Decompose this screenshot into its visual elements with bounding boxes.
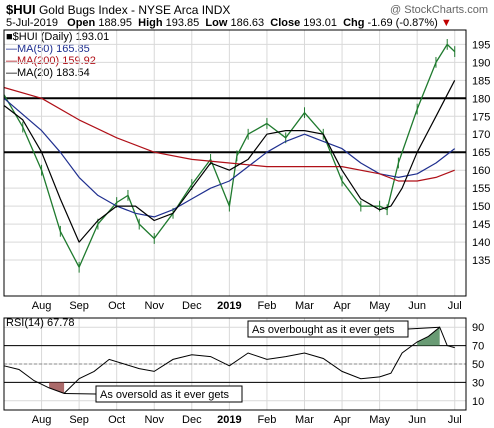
x-tick-label: Aug bbox=[32, 300, 52, 312]
index-name: Gold Bugs Index - NYSE Arca INDX bbox=[38, 3, 231, 17]
y-tick-label: 195 bbox=[472, 39, 490, 51]
x-tick-label: May bbox=[369, 414, 390, 426]
low-value: 186.63 bbox=[230, 17, 265, 29]
x-tick-label: Jun bbox=[408, 414, 426, 426]
symbol: $HUI bbox=[6, 2, 36, 17]
y-tick-label: 175 bbox=[472, 111, 490, 123]
rsi-frame bbox=[3, 317, 467, 411]
x-tick-label: 2019 bbox=[217, 414, 241, 426]
price-axis: 135 140 145 150 155 160 165 170 175 180 185 190 195 A… bbox=[32, 39, 491, 312]
close-value: 193.01 bbox=[303, 17, 337, 29]
legend-ma50: —MA(50) 165.85 bbox=[6, 43, 90, 55]
y-tick-label: 90 bbox=[472, 322, 484, 334]
rsi-series bbox=[3, 326, 466, 394]
y-tick-label: 190 bbox=[472, 57, 490, 69]
rsi-annotations: As overbought as it ever gets As oversold… bbox=[64, 320, 440, 403]
x-tick-label: Nov bbox=[144, 414, 164, 426]
x-tick-label: Jul bbox=[448, 414, 462, 426]
rsi-axis: 10 30 50 70 90 Aug Sep Oct Nov Dec 2019 Feb Mar Apr Ma… bbox=[32, 322, 484, 426]
y-tick-label: 160 bbox=[472, 165, 490, 177]
x-tick-label: Oct bbox=[108, 414, 125, 426]
y-tick-label: 140 bbox=[472, 237, 490, 249]
y-tick-label: 10 bbox=[472, 396, 484, 408]
price-grid bbox=[4, 30, 466, 296]
annotation-text: As overbought as it ever gets bbox=[252, 324, 395, 336]
price-series bbox=[3, 38, 466, 273]
quote-line: 5-Jul-2019 Open 188.95 High 193.85 Low 1… bbox=[6, 17, 452, 29]
x-tick-label: Nov bbox=[144, 300, 164, 312]
x-tick-label: 2019 bbox=[217, 300, 241, 312]
x-tick-label: Sep bbox=[69, 414, 89, 426]
y-tick-label: 145 bbox=[472, 219, 490, 231]
x-tick-label: Feb bbox=[257, 414, 276, 426]
x-tick-label: Aug bbox=[32, 414, 52, 426]
annotation-pointer bbox=[407, 326, 440, 330]
y-tick-label: 30 bbox=[472, 377, 484, 389]
x-tick-label: May bbox=[369, 300, 390, 312]
chart-title: $HUI Gold Bugs Index - NYSE Arca INDX bbox=[6, 2, 230, 17]
legend-ma200: —MA(200) 159.92 bbox=[6, 55, 96, 67]
close-label: Close bbox=[270, 17, 301, 29]
chg-value: -1.69 (-0.87%) bbox=[367, 17, 438, 29]
x-tick-label: Apr bbox=[333, 300, 350, 312]
annotation-text: As oversold as it ever gets bbox=[100, 389, 230, 401]
y-tick-label: 70 bbox=[472, 341, 484, 353]
price-frame bbox=[3, 29, 467, 297]
x-tick-label: Dec bbox=[182, 300, 202, 312]
low-label: Low bbox=[205, 17, 228, 29]
y-tick-label: 155 bbox=[472, 183, 490, 195]
y-tick-label: 170 bbox=[472, 129, 490, 141]
annotation-pointer bbox=[64, 392, 97, 395]
y-tick-label: 50 bbox=[472, 359, 484, 371]
quote-date: 5-Jul-2019 bbox=[6, 17, 58, 29]
high-value: 193.85 bbox=[165, 17, 200, 29]
y-tick-label: 165 bbox=[472, 147, 490, 159]
high-label: High bbox=[138, 17, 163, 29]
chg-label: Chg bbox=[343, 17, 365, 29]
rsi-oversold-fill bbox=[49, 382, 65, 394]
down-arrow-icon: ▼ bbox=[440, 17, 452, 29]
ma20-line bbox=[3, 80, 456, 243]
rsi-line bbox=[3, 326, 455, 394]
x-tick-label: Oct bbox=[108, 300, 125, 312]
rsi-label: RSI(14) 67.78 bbox=[6, 317, 74, 329]
y-tick-label: 185 bbox=[472, 75, 490, 87]
open-value: 188.95 bbox=[98, 17, 132, 29]
y-tick-label: 150 bbox=[472, 201, 490, 213]
x-tick-label: Mar bbox=[295, 300, 314, 312]
watermark: @ StockCharts.com bbox=[390, 4, 488, 16]
legend-price: ■$HUI (Daily) 193.01 bbox=[6, 31, 110, 43]
ma200-line bbox=[3, 86, 455, 182]
x-tick-label: Mar bbox=[295, 414, 314, 426]
x-tick-label: Feb bbox=[257, 300, 276, 312]
x-tick-label: Dec bbox=[182, 414, 202, 426]
y-tick-label: 135 bbox=[472, 255, 490, 267]
legend-ma20: —MA(20) 183.54 bbox=[6, 67, 90, 79]
x-tick-label: Apr bbox=[333, 414, 350, 426]
x-tick-label: Jun bbox=[408, 300, 426, 312]
open-label: Open bbox=[67, 17, 96, 29]
x-tick-label: Jul bbox=[448, 300, 462, 312]
x-tick-label: Sep bbox=[69, 300, 89, 312]
y-tick-label: 180 bbox=[472, 93, 490, 105]
